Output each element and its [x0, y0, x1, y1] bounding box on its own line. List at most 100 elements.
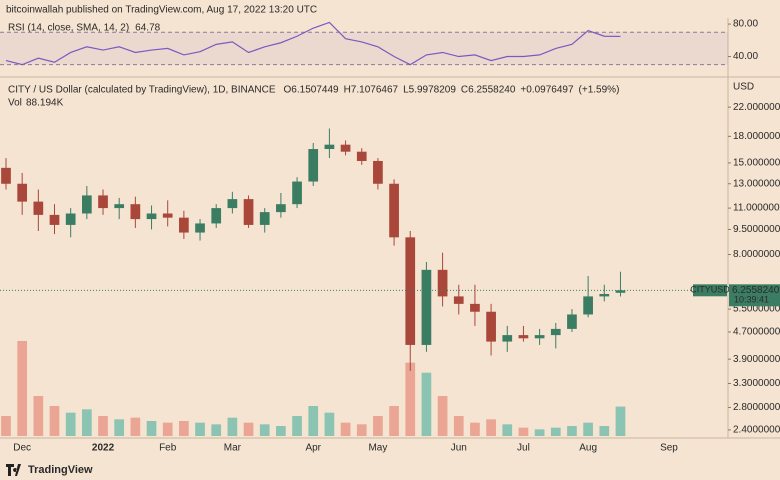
volume-bar	[421, 372, 432, 436]
rsi-title: RSI (14, close, SMA, 14, 2)	[8, 23, 129, 34]
logo	[6, 464, 21, 476]
legend-value: H7.1076467	[344, 85, 399, 96]
volume-bar	[437, 396, 448, 436]
candle-body	[324, 144, 335, 150]
volume-bar	[583, 422, 593, 436]
y-tick-label: 13.0000000	[733, 178, 780, 189]
y-tick-label: 22.0000000	[733, 102, 780, 113]
candle-body	[534, 335, 545, 339]
volume-bar	[615, 406, 626, 436]
candle-body	[162, 213, 173, 218]
x-tick-label: Apr	[305, 443, 321, 454]
volume-bar	[1, 416, 11, 436]
candle-body	[550, 328, 561, 336]
rsi-tick-label: 80.00	[733, 19, 758, 30]
candle-body	[1, 167, 11, 184]
volume-bar	[259, 424, 270, 436]
y-tick-label: 3.9000000	[733, 354, 780, 365]
candle-body	[389, 183, 399, 238]
candle-body	[340, 144, 351, 152]
candle-body	[518, 335, 529, 339]
rsi-band	[0, 32, 728, 65]
legend-value: L5.9978209	[403, 85, 456, 96]
y-tick-label: 15.0000000	[733, 158, 780, 169]
header: bitcoinwallah published on TradingView.c…	[6, 5, 317, 16]
y-tick-label: 5.5000000	[733, 304, 780, 315]
x-tick-label: May	[368, 443, 387, 454]
legend-value: O6.1507449	[284, 85, 339, 96]
rsi-last: 64.78	[135, 23, 160, 34]
y-tick-label: 2.4000000	[733, 425, 780, 436]
legend-value: +0.0976497	[520, 85, 574, 96]
volume-bar	[340, 422, 351, 436]
volume-bar	[33, 396, 44, 436]
y-tick-label: 4.7000000	[733, 327, 780, 338]
candle-body	[470, 303, 480, 312]
candle-body	[65, 213, 76, 225]
candle-body	[227, 199, 238, 209]
footer-brand: TradingView	[28, 464, 93, 476]
volume-bar	[599, 426, 610, 436]
candle-body	[114, 204, 125, 209]
volume-bar	[405, 362, 416, 436]
volume-bar	[470, 422, 480, 436]
volume-bar	[146, 421, 157, 436]
legend-value: C6.2558240	[461, 85, 516, 96]
y-tick-label: 11.0000000	[733, 203, 780, 214]
candle-body	[276, 204, 286, 213]
y-tick-label: 9.5000000	[733, 224, 780, 235]
x-tick-label: Aug	[579, 443, 597, 454]
volume-bar	[356, 424, 367, 436]
candle-body	[259, 212, 270, 225]
volume-title: Vol	[8, 98, 22, 109]
chart-title: CITY / US Dollar (calculated by TradingV…	[8, 85, 276, 96]
x-tick-label: Mar	[224, 443, 242, 454]
candle-body	[567, 314, 577, 329]
y-tick-label: 18.0000000	[733, 131, 780, 142]
volume-bar	[534, 429, 545, 436]
countdown: 10:39:41	[734, 295, 769, 305]
volume-bar	[324, 412, 335, 436]
x-tick-label: Dec	[13, 443, 31, 454]
volume-bar	[17, 341, 28, 436]
candle-body	[292, 181, 302, 205]
x-tick-label: Jul	[517, 443, 530, 454]
legend-value: (+1.59%)	[579, 85, 620, 96]
volume-label: 88.194K	[26, 98, 64, 109]
volume-bar	[389, 406, 399, 436]
volume-bar	[567, 426, 577, 436]
volume-bar	[98, 416, 108, 436]
volume-bar	[373, 416, 383, 436]
volume-bar	[227, 417, 238, 436]
candle-body	[373, 160, 383, 184]
symbol-tag-text: CITYUSD	[690, 285, 730, 295]
x-tick-label: 2022	[92, 443, 115, 454]
candle-body	[583, 296, 593, 315]
volume-bar	[65, 412, 76, 436]
y-tick-label: 2.8000000	[733, 402, 780, 413]
rsi-line	[5, 21, 621, 66]
candle-body	[599, 293, 610, 297]
volume-bar	[292, 416, 302, 436]
volume-bar	[502, 424, 513, 436]
x-tick-label: Feb	[159, 443, 177, 454]
rsi-tick-label: 40.00	[733, 51, 758, 62]
candle-body	[179, 217, 189, 233]
candle-body	[615, 290, 626, 293]
candle-body	[146, 213, 157, 220]
volume-bar	[211, 424, 222, 436]
volume-bar	[453, 416, 464, 436]
volume-bar	[276, 426, 286, 436]
candle-body	[49, 214, 60, 225]
price-tag	[729, 284, 780, 307]
candle-body	[243, 199, 254, 225]
x-tick-label: Jun	[451, 443, 467, 454]
volume-bar	[308, 406, 319, 436]
candle-body	[211, 208, 222, 224]
candle-body	[453, 296, 464, 304]
candle-body	[437, 269, 448, 297]
volume-bar	[518, 427, 529, 436]
candle-body	[195, 223, 205, 233]
volume-bar	[195, 422, 205, 436]
